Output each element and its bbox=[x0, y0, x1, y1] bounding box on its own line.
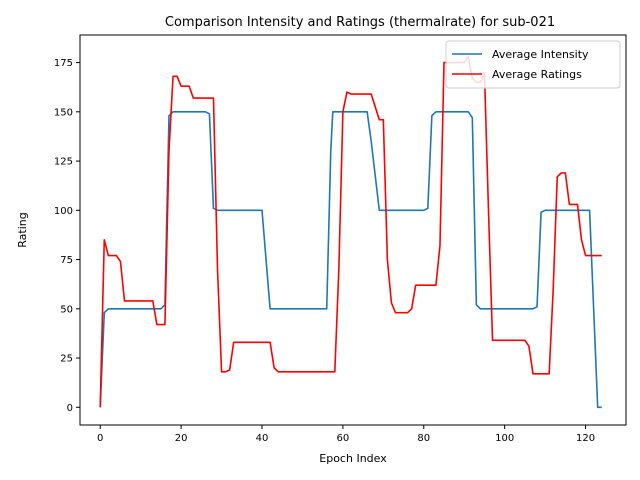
legend: Average Intensity Average Ratings bbox=[445, 40, 621, 89]
x-tick-label: 80 bbox=[417, 433, 430, 444]
chart-title: Comparison Intensity and Ratings (therma… bbox=[165, 15, 555, 30]
x-tick-label: 100 bbox=[495, 433, 514, 444]
y-tick-label: 50 bbox=[60, 304, 73, 315]
x-tick-label: 20 bbox=[175, 433, 188, 444]
x-tick-label: 60 bbox=[337, 433, 350, 444]
y-tick-label: 175 bbox=[54, 58, 73, 69]
legend-label-average-ratings: Average Ratings bbox=[492, 68, 582, 81]
x-tick-label: 120 bbox=[576, 433, 595, 444]
y-tick-label: 100 bbox=[54, 206, 73, 217]
y-tick-label: 75 bbox=[60, 255, 73, 266]
y-tick-label: 125 bbox=[54, 157, 73, 168]
x-axis-label: Epoch Index bbox=[319, 452, 387, 465]
plot-frame bbox=[79, 34, 627, 426]
legend-box bbox=[445, 40, 621, 89]
x-tick-label: 40 bbox=[256, 433, 269, 444]
series-line-average-ratings bbox=[99, 55, 602, 408]
y-tick-label: 150 bbox=[54, 107, 73, 118]
x-tick-label: 0 bbox=[97, 433, 103, 444]
y-axis-label: Rating bbox=[16, 212, 29, 247]
y-tick-label: 0 bbox=[67, 403, 73, 414]
legend-label-average-intensity: Average Intensity bbox=[492, 48, 589, 61]
y-tick-label: 25 bbox=[60, 354, 73, 365]
series-line-average-intensity bbox=[99, 111, 602, 409]
